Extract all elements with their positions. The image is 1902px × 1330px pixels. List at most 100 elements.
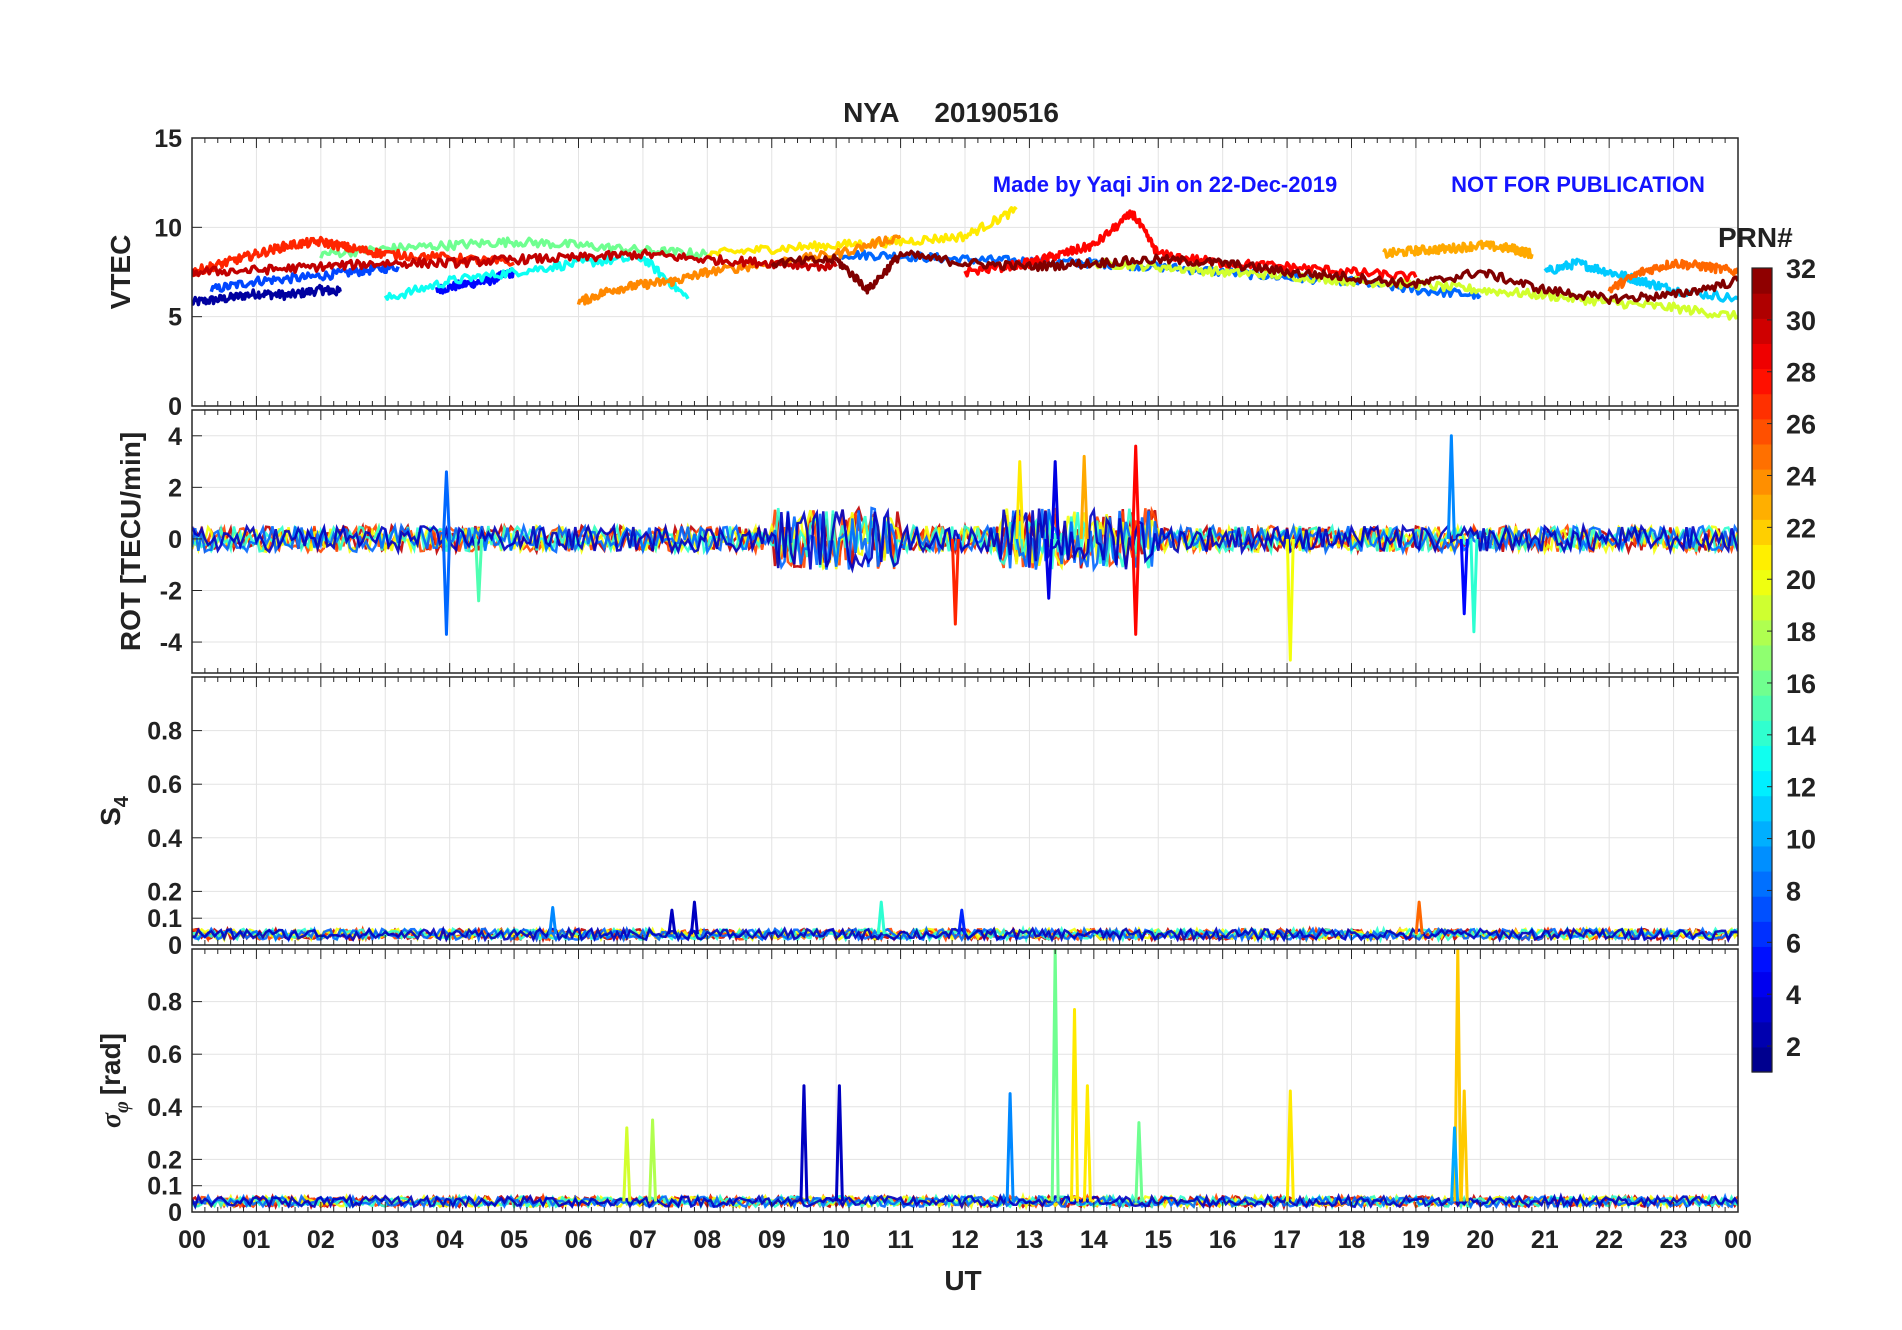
y-label-unit: [rad] — [95, 1033, 126, 1095]
x-tick-label: 20 — [1466, 1226, 1494, 1254]
colorbar-frame — [1751, 267, 1773, 1073]
watermark-author: Made by Yaqi Jin on 22-Dec-2019 — [993, 172, 1337, 197]
colorbar-segment — [1752, 368, 1772, 395]
y-tick-label: 0.4 — [147, 1094, 182, 1122]
colorbar-segment — [1752, 871, 1772, 897]
spike-prn-21 — [1285, 1089, 1295, 1202]
colorbar-segment — [1752, 795, 1772, 822]
colorbar-segment — [1752, 896, 1772, 922]
colorbar-tick-label: 30 — [1786, 306, 1816, 336]
y-tick-label: 0 — [168, 393, 182, 421]
spike-prn-14 — [876, 900, 886, 935]
y-tick-label: 0.4 — [147, 825, 182, 853]
x-tick-label: 01 — [243, 1226, 271, 1254]
colorbar-segment — [1752, 745, 1772, 772]
y-tick-label: 0.8 — [147, 989, 182, 1017]
colorbar-tick-label: 2 — [1786, 1032, 1801, 1062]
colorbar-segment — [1752, 268, 1772, 294]
spike-prn-4 — [1044, 538, 1054, 600]
vtec-series-prn-2 — [192, 283, 342, 307]
colorbar-tick-label: 4 — [1786, 980, 1801, 1010]
colorbar-segment — [1752, 418, 1772, 445]
x-tick-label: 12 — [951, 1226, 979, 1254]
y-label-sub: 4 — [111, 795, 133, 807]
colorbar-segment — [1752, 318, 1772, 344]
colorbar-tick-label: 24 — [1786, 461, 1816, 491]
y-tick-label: 10 — [154, 214, 182, 242]
colorbar-segment — [1752, 343, 1772, 370]
colorbar-segment — [1752, 644, 1772, 671]
spike-prn-16 — [1050, 949, 1060, 1202]
colorbar-tick-label: 22 — [1786, 513, 1816, 543]
colorbar-segment — [1752, 971, 1772, 998]
y-axis-label: σφ [rad] — [95, 1033, 133, 1128]
y-label-phi: φ — [111, 1101, 133, 1113]
x-tick-label: 22 — [1595, 1226, 1623, 1254]
x-tick-label: 05 — [500, 1226, 528, 1254]
spike-prn-27 — [950, 538, 960, 626]
y-tick-label: -4 — [160, 629, 182, 657]
spike-prn-21 — [1015, 460, 1025, 539]
x-tick-label: 00 — [1724, 1226, 1752, 1254]
vtec-series-prn-23 — [1382, 239, 1534, 260]
colorbar-tick-label: 8 — [1786, 876, 1801, 906]
y-axis-label: VTEC — [105, 235, 136, 310]
spike-prn-3 — [834, 1084, 844, 1202]
colorbar-label: PRN# — [1718, 222, 1793, 253]
y-label-sigma: σ — [96, 1112, 127, 1128]
colorbar-segment — [1752, 946, 1772, 973]
spike-prn-23 — [1079, 454, 1089, 539]
y-tick-label: 0.2 — [147, 1146, 182, 1174]
spike-prn-16 — [1134, 1121, 1144, 1202]
x-tick-label: 18 — [1338, 1226, 1366, 1254]
colorbar-tick-label: 6 — [1786, 928, 1801, 958]
colorbar-segment — [1752, 469, 1772, 495]
y-tick-label: 0.6 — [147, 1041, 182, 1069]
spike-prn-9 — [1446, 434, 1456, 539]
spike-prn-10 — [1450, 1126, 1460, 1202]
panel-2: -4 -2 0 2 4 ROT [TECU/min] — [115, 409, 1739, 674]
y-tick-label: 0.2 — [147, 878, 182, 906]
vtec-series-prn-7 — [209, 262, 400, 293]
spike-prn-28 — [1131, 538, 1141, 636]
y-tick-label: 0.1 — [147, 905, 182, 933]
y-tick-label: 0.6 — [147, 771, 182, 799]
y-tick-label: 15 — [154, 125, 182, 153]
vtec-series-prn-30 — [192, 248, 838, 278]
spike-prn-22 — [1459, 1089, 1469, 1202]
colorbar-segment — [1752, 720, 1772, 746]
colorbar-segment — [1752, 619, 1772, 646]
x-tick-label: 02 — [307, 1226, 335, 1254]
colorbar-segment — [1752, 845, 1772, 872]
colorbar-tick-label: 18 — [1786, 617, 1816, 647]
colorbar-tick-label: 28 — [1786, 358, 1816, 388]
colorbar-segment — [1752, 519, 1772, 545]
y-tick-label: -2 — [160, 577, 182, 605]
panels: 05 10 15 VTEC Made by Yaqi Jin on 22-Dec-201… — [95, 125, 1752, 1254]
watermark-notice: NOT FOR PUBLICATION — [1451, 172, 1705, 197]
spike-prn-25 — [1414, 900, 1424, 935]
colorbar-segment — [1752, 293, 1772, 319]
colorbar-segment — [1752, 820, 1772, 847]
vtec-series-prn-25 — [1607, 258, 1738, 294]
colorbar-segment — [1752, 695, 1772, 721]
x-tick-label: 13 — [1016, 1226, 1044, 1254]
x-axis-label: UT — [944, 1265, 981, 1296]
y-tick-label: 0 — [168, 526, 182, 554]
panel-4: 00.10.2 0.4 0.6 0.8 σφ [rad] 00 01 02 03 04 05 06 07 0… — [95, 948, 1752, 1254]
spike-prn-3 — [799, 1084, 809, 1202]
colorbar-segment — [1752, 443, 1772, 470]
colorbar-segment — [1752, 921, 1772, 947]
colorbar-tick-label: 12 — [1786, 773, 1816, 803]
x-tick-label: 21 — [1531, 1226, 1559, 1254]
spike-prn-18 — [648, 1118, 658, 1202]
colorbar-segment — [1752, 1021, 1772, 1048]
spike-prn-9 — [548, 905, 558, 935]
colorbar-segment — [1752, 594, 1772, 621]
colorbar-segment — [1752, 393, 1772, 420]
colorbar-segment — [1752, 1046, 1772, 1073]
colorbar-segment — [1752, 996, 1772, 1023]
panel-1: 0 5 10 15 VTEC Made by Yaqi Jin on 22-Dec-201… — [105, 125, 1739, 421]
